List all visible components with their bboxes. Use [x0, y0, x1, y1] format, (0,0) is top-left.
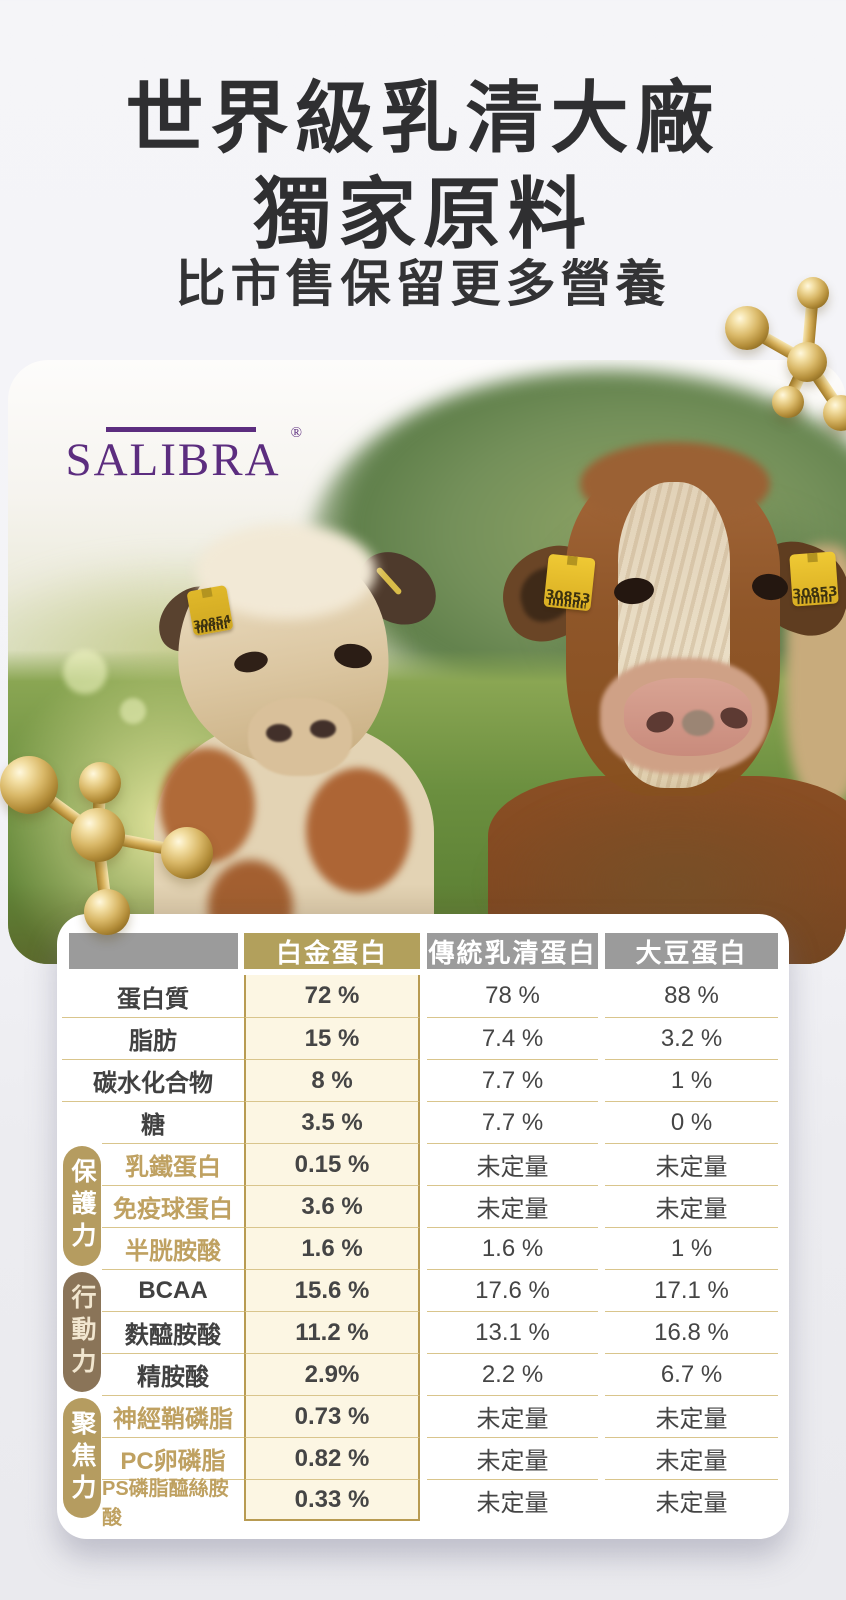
- molecule-atom: [161, 827, 213, 879]
- cell-value-platinum: 15 %: [244, 1017, 420, 1059]
- cell-value-soy: 未定量: [605, 1395, 778, 1437]
- cell-value-platinum: 11.2 %: [244, 1311, 420, 1353]
- logo-overline: [106, 427, 256, 432]
- photo-bokeh: [120, 698, 146, 724]
- photo-bokeh: [63, 650, 107, 694]
- group-pill-action: 行動力: [63, 1272, 101, 1392]
- page-subtitle: 比市售保留更多營養: [175, 256, 671, 312]
- gold-molecule-decoration-bottom-left: [0, 750, 230, 945]
- molecule-atom: [787, 342, 827, 382]
- table-header-platinum: 白金蛋白: [244, 933, 420, 969]
- cell-value-platinum: 0.82 %: [244, 1437, 420, 1479]
- ear-tag-neck: [566, 555, 578, 566]
- row-label: BCAA: [102, 1269, 244, 1311]
- cell-value-soy: 6.7 %: [605, 1353, 778, 1395]
- cell-value-platinum: 8 %: [244, 1059, 420, 1101]
- cell-value-soy: 1 %: [605, 1227, 778, 1269]
- page-title-line2: 獨家原料: [252, 170, 593, 258]
- group-pill-focus: 聚焦力: [63, 1398, 101, 1518]
- row-label: PS磷脂醯絲胺酸: [102, 1478, 244, 1529]
- cell-value-soy: 未定量: [605, 1479, 778, 1521]
- cell-value-traditional-whey: 7.4 %: [427, 1017, 598, 1059]
- page-title-line1: 世界級乳清大廠: [125, 74, 721, 162]
- cell-value-platinum: 0.33 %: [244, 1479, 420, 1521]
- ear-tag: 30853: [789, 551, 839, 607]
- table-header-traditional-whey: 傳統乳清蛋白: [427, 933, 598, 969]
- ear-tag: 30854: [186, 584, 234, 637]
- cow-left-nostril: [266, 724, 292, 742]
- ear-tag-neck: [807, 552, 818, 563]
- cow-right-nose-spot: [682, 710, 714, 736]
- row-label: PC卵磷脂: [102, 1437, 244, 1479]
- cell-value-traditional-whey: 未定量: [427, 1479, 598, 1521]
- table-header-blank: [69, 933, 238, 969]
- cell-value-traditional-whey: 13.1 %: [427, 1311, 598, 1353]
- gold-molecule-decoration-top-right: [700, 260, 846, 490]
- ear-tag-neck: [201, 587, 213, 599]
- row-label: 脂肪: [62, 1017, 244, 1059]
- ear-tag: 30853: [543, 553, 596, 612]
- cow-left-patch: [306, 768, 411, 893]
- group-pill-protection: 保護力: [63, 1146, 101, 1266]
- cell-value-platinum: 0.15 %: [244, 1143, 420, 1185]
- cell-value-traditional-whey: 2.2 %: [427, 1353, 598, 1395]
- cell-value-soy: 16.8 %: [605, 1311, 778, 1353]
- molecule-atom: [71, 808, 125, 862]
- cow-left-nostril: [310, 720, 336, 738]
- registered-trademark-icon: ®: [290, 425, 302, 441]
- table-header-soy: 大豆蛋白: [605, 933, 778, 969]
- cell-value-platinum: 15.6 %: [244, 1269, 420, 1311]
- cell-value-platinum: 2.9%: [244, 1353, 420, 1395]
- cell-value-traditional-whey: 未定量: [427, 1143, 598, 1185]
- cell-value-traditional-whey: 未定量: [427, 1395, 598, 1437]
- molecule-atom: [84, 889, 130, 935]
- cell-value-traditional-whey: 78 %: [485, 982, 540, 1009]
- cell-value-soy: 未定量: [605, 1143, 778, 1185]
- comparison-table: 白金蛋白 傳統乳清蛋白 大豆蛋白 保護力 行動力 聚焦力 蛋白質 72 % 78 %…: [62, 933, 778, 1529]
- row-label: 精胺酸: [102, 1353, 244, 1395]
- ear-tag-number: 30853: [791, 584, 839, 603]
- row-label: 半胱胺酸: [102, 1227, 244, 1269]
- comparison-card: 白金蛋白 傳統乳清蛋白 大豆蛋白 保護力 行動力 聚焦力 蛋白質 72 % 78 %…: [57, 914, 789, 1539]
- cell-value-soy: 未定量: [605, 1185, 778, 1227]
- cow-left-muzzle: [248, 698, 352, 776]
- cell-value-soy: 1 %: [605, 1059, 778, 1101]
- molecule-atom: [0, 756, 58, 814]
- cell-value-soy: 0 %: [605, 1101, 778, 1143]
- cell-value-platinum: 3.5 %: [244, 1101, 420, 1143]
- row-label: 神經鞘磷脂: [102, 1395, 244, 1437]
- cell-value-traditional-whey: 17.6 %: [427, 1269, 598, 1311]
- cell-value-traditional-whey: 未定量: [427, 1437, 598, 1479]
- row-label: 乳鐵蛋白: [102, 1143, 244, 1185]
- cell-value-traditional-whey: 1.6 %: [427, 1227, 598, 1269]
- cell-value-platinum: 72 %: [244, 975, 420, 1017]
- molecule-atom: [823, 395, 846, 431]
- row-label: 碳水化合物: [62, 1059, 244, 1101]
- molecule-atom: [725, 306, 769, 350]
- brand-logo: SALIBRA ®: [48, 425, 302, 487]
- cell-value-traditional-whey: 未定量: [427, 1185, 598, 1227]
- row-label: 免疫球蛋白: [102, 1185, 244, 1227]
- row-label: 糖: [62, 1101, 244, 1143]
- cell-value-platinum: 0.73 %: [244, 1395, 420, 1437]
- row-label: 蛋白質: [117, 985, 189, 1013]
- molecule-atom: [772, 386, 804, 418]
- cell-value-platinum: 1.6 %: [244, 1227, 420, 1269]
- cell-value-traditional-whey: 7.7 %: [427, 1059, 598, 1101]
- cell-value-soy: 88 %: [664, 982, 719, 1009]
- molecule-atom: [79, 762, 121, 804]
- logo-wordmark: SALIBRA: [65, 434, 281, 486]
- cell-value-platinum: 3.6 %: [244, 1185, 420, 1227]
- cell-value-soy: 未定量: [605, 1437, 778, 1479]
- cell-value-soy: 3.2 %: [605, 1017, 778, 1059]
- cell-value-soy: 17.1 %: [605, 1269, 778, 1311]
- row-label: 麩醯胺酸: [102, 1311, 244, 1353]
- cell-value-traditional-whey: 7.7 %: [427, 1101, 598, 1143]
- molecule-atom: [797, 277, 829, 309]
